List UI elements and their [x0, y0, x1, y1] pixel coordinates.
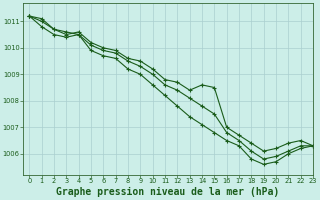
- X-axis label: Graphe pression niveau de la mer (hPa): Graphe pression niveau de la mer (hPa): [56, 187, 280, 197]
